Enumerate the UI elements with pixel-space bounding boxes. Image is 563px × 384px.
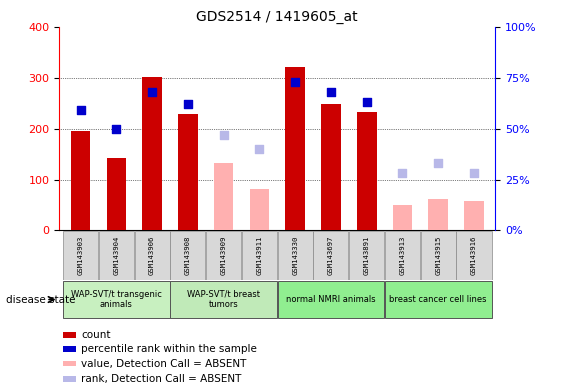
FancyBboxPatch shape (242, 231, 277, 280)
FancyBboxPatch shape (314, 231, 348, 280)
Bar (178, 114, 198, 230)
Bar (142, 77, 162, 230)
Text: GSM143906: GSM143906 (149, 236, 155, 275)
Bar (64, 346, 75, 352)
FancyBboxPatch shape (99, 231, 134, 280)
FancyBboxPatch shape (385, 281, 491, 318)
FancyBboxPatch shape (171, 231, 205, 280)
FancyBboxPatch shape (171, 281, 277, 318)
Bar (428, 199, 448, 230)
Text: GSM143915: GSM143915 (435, 236, 441, 275)
FancyBboxPatch shape (385, 231, 420, 280)
Text: GSM143916: GSM143916 (471, 236, 477, 275)
FancyBboxPatch shape (278, 281, 384, 318)
Text: value, Detection Call = ABSENT: value, Detection Call = ABSENT (81, 359, 246, 369)
Point (434, 160, 443, 166)
Point (219, 132, 228, 138)
Text: GSM143330: GSM143330 (292, 236, 298, 275)
FancyBboxPatch shape (63, 231, 98, 280)
Text: disease state: disease state (6, 295, 75, 305)
Text: count: count (81, 330, 110, 340)
Text: GSM143913: GSM143913 (400, 236, 405, 275)
Bar (64, 376, 75, 382)
Bar (285, 66, 305, 230)
Point (291, 79, 300, 85)
Point (255, 146, 264, 152)
Point (148, 89, 157, 95)
Text: rank, Detection Call = ABSENT: rank, Detection Call = ABSENT (81, 374, 242, 384)
Point (76, 107, 85, 113)
Point (398, 170, 407, 177)
Text: GSM143909: GSM143909 (221, 236, 227, 275)
Title: GDS2514 / 1419605_at: GDS2514 / 1419605_at (196, 10, 358, 25)
Text: GSM143697: GSM143697 (328, 236, 334, 275)
Bar (249, 189, 269, 230)
Bar (464, 201, 484, 230)
Point (327, 89, 336, 95)
FancyBboxPatch shape (278, 231, 312, 280)
Bar (214, 163, 234, 230)
Bar (64, 361, 75, 366)
Text: WAP-SVT/t transgenic
animals: WAP-SVT/t transgenic animals (71, 290, 162, 309)
Bar (64, 332, 75, 338)
Text: GSM143911: GSM143911 (256, 236, 262, 275)
Bar (392, 205, 412, 230)
Text: percentile rank within the sample: percentile rank within the sample (81, 344, 257, 354)
FancyBboxPatch shape (457, 231, 491, 280)
Point (184, 101, 193, 107)
FancyBboxPatch shape (135, 231, 169, 280)
Text: GSM143904: GSM143904 (113, 236, 119, 275)
Bar (71, 131, 91, 230)
Point (362, 99, 371, 105)
FancyBboxPatch shape (63, 281, 169, 318)
Text: GSM143891: GSM143891 (364, 236, 370, 275)
Point (470, 170, 479, 177)
Text: normal NMRI animals: normal NMRI animals (286, 295, 376, 304)
Bar (321, 104, 341, 230)
Bar (106, 158, 126, 230)
Text: GSM143903: GSM143903 (78, 236, 83, 275)
Point (112, 126, 121, 132)
FancyBboxPatch shape (421, 231, 455, 280)
FancyBboxPatch shape (349, 231, 384, 280)
FancyBboxPatch shape (206, 231, 241, 280)
Text: WAP-SVT/t breast
tumors: WAP-SVT/t breast tumors (187, 290, 260, 309)
Bar (357, 113, 377, 230)
Text: breast cancer cell lines: breast cancer cell lines (390, 295, 487, 304)
Text: GSM143908: GSM143908 (185, 236, 191, 275)
